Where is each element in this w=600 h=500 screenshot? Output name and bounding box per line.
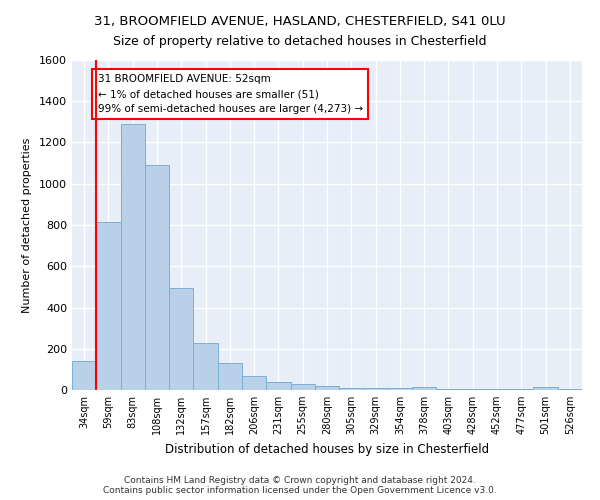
Bar [290, 384, 315, 390]
Bar [218, 363, 242, 390]
Bar [96, 222, 121, 390]
X-axis label: Distribution of detached houses by size in Chesterfield: Distribution of detached houses by size … [165, 442, 489, 456]
Bar [169, 288, 193, 390]
Y-axis label: Number of detached properties: Number of detached properties [22, 138, 32, 312]
Text: Size of property relative to detached houses in Chesterfield: Size of property relative to detached ho… [113, 35, 487, 48]
Bar [364, 388, 388, 390]
Bar [533, 387, 558, 390]
Bar [339, 388, 364, 390]
Bar [266, 382, 290, 390]
Bar [315, 386, 339, 390]
Bar [145, 165, 169, 390]
Text: 31 BROOMFIELD AVENUE: 52sqm
← 1% of detached houses are smaller (51)
99% of semi: 31 BROOMFIELD AVENUE: 52sqm ← 1% of deta… [97, 74, 362, 114]
Text: 31, BROOMFIELD AVENUE, HASLAND, CHESTERFIELD, S41 0LU: 31, BROOMFIELD AVENUE, HASLAND, CHESTERF… [94, 15, 506, 28]
Bar [412, 387, 436, 390]
Bar [193, 342, 218, 390]
Bar [121, 124, 145, 390]
Bar [242, 376, 266, 390]
Bar [72, 361, 96, 390]
Text: Contains HM Land Registry data © Crown copyright and database right 2024.
Contai: Contains HM Land Registry data © Crown c… [103, 476, 497, 495]
Bar [388, 388, 412, 390]
